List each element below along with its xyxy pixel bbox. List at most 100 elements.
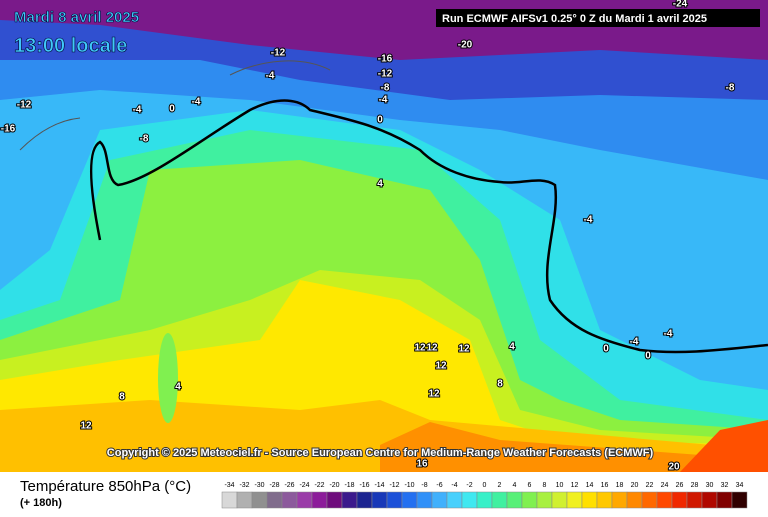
scale-label: 6 bbox=[528, 482, 532, 489]
scale-swatch bbox=[551, 491, 568, 509]
contour-labels: -20-24-12-4-16-12-8-40-12-16-4 0-4-8-84-4… bbox=[0, 0, 736, 474]
contour-label: -4 bbox=[630, 337, 639, 348]
scale-swatch bbox=[686, 491, 703, 509]
contour-label: -4 bbox=[192, 97, 201, 108]
scale-swatch bbox=[641, 491, 658, 509]
contour-label: -16 bbox=[1, 124, 16, 135]
scale-swatch bbox=[476, 491, 493, 509]
scale-label: -22 bbox=[314, 482, 324, 489]
contour-label: -16 bbox=[378, 54, 393, 65]
contour-label: 12 bbox=[435, 361, 447, 372]
scale-swatch bbox=[266, 491, 283, 509]
contour-label: 16 bbox=[416, 459, 428, 470]
scale-swatch bbox=[416, 491, 433, 509]
scale-label: -14 bbox=[374, 482, 384, 489]
contour-label: -20 bbox=[458, 40, 473, 51]
contour-label: -24 bbox=[673, 0, 688, 10]
contour-label: -4 bbox=[584, 215, 593, 226]
run-info: Run ECMWF AIFSv1 0.25° 0 Z du Mardi 1 av… bbox=[442, 13, 707, 25]
legend-subtitle: (+ 180h) bbox=[20, 497, 62, 509]
scale-swatch bbox=[521, 491, 538, 509]
contour-label: -8 bbox=[726, 83, 735, 94]
scale-swatch bbox=[251, 491, 268, 509]
scale-label: 14 bbox=[586, 482, 594, 489]
contour-label: 8 bbox=[497, 379, 503, 390]
contour-label: -4 bbox=[379, 95, 388, 106]
contour-label: -4 bbox=[664, 329, 673, 340]
scale-swatch bbox=[506, 491, 523, 509]
date: Mardi 8 avril 2025 bbox=[14, 9, 139, 26]
scale-label: 0 bbox=[483, 482, 487, 489]
contour-label: 12 bbox=[414, 343, 426, 354]
scale-label: -2 bbox=[466, 482, 472, 489]
scale-label: 16 bbox=[601, 482, 609, 489]
scale-swatch bbox=[701, 491, 718, 509]
scale-label: 20 bbox=[631, 482, 639, 489]
contour-label: -4 bbox=[133, 105, 142, 116]
scale-swatch bbox=[731, 491, 748, 509]
scale-label: -10 bbox=[404, 482, 414, 489]
scale-swatch bbox=[716, 491, 733, 509]
scale-label: 10 bbox=[556, 482, 564, 489]
scale-label: -24 bbox=[299, 482, 309, 489]
scale-swatch bbox=[221, 491, 238, 509]
contour-label: -12 bbox=[271, 48, 286, 59]
contour-label: -8 bbox=[140, 134, 149, 145]
contour-label: 12 bbox=[458, 344, 470, 355]
scale-swatch bbox=[581, 491, 598, 509]
scale-label: 34 bbox=[736, 482, 744, 489]
scale-swatch bbox=[461, 491, 478, 509]
scale-label: -6 bbox=[436, 482, 442, 489]
contour-label: -12 bbox=[17, 100, 32, 111]
scale-swatch bbox=[566, 491, 583, 509]
scale-swatch bbox=[431, 491, 448, 509]
scale-label: 24 bbox=[661, 482, 669, 489]
scale-label: -34 bbox=[224, 482, 234, 489]
contour-label: 20 bbox=[668, 462, 680, 473]
contour-label: -8 bbox=[381, 83, 390, 94]
scale-swatch bbox=[236, 491, 253, 509]
contour-label: -12 bbox=[378, 69, 393, 80]
contour-label: 8 bbox=[119, 392, 125, 403]
contour-label: 12 bbox=[80, 421, 92, 432]
scale-label: -16 bbox=[359, 482, 369, 489]
scale-swatch bbox=[281, 491, 298, 509]
contour-label: 0 bbox=[645, 351, 651, 362]
scale-label: 26 bbox=[676, 482, 684, 489]
scale-swatch bbox=[626, 491, 643, 509]
contour-label: 4 bbox=[175, 382, 181, 393]
scale-swatch bbox=[596, 491, 613, 509]
scale-swatch bbox=[446, 491, 463, 509]
scale-label: -30 bbox=[254, 482, 264, 489]
contour-label: 4 bbox=[377, 179, 383, 190]
scale-label: 8 bbox=[543, 482, 547, 489]
scale-swatch bbox=[356, 491, 373, 509]
scale-label: 4 bbox=[513, 482, 517, 489]
scale-label: 2 bbox=[498, 482, 502, 489]
scale-swatch bbox=[536, 491, 553, 509]
run-box bbox=[436, 9, 760, 27]
scale-label: -4 bbox=[451, 482, 457, 489]
contour-label: 0 bbox=[169, 104, 175, 115]
contour-label: 4 bbox=[509, 342, 515, 353]
copyright: Copyright © 2025 Meteociel.fr - Source E… bbox=[107, 447, 654, 459]
scale-label: 12 bbox=[571, 482, 579, 489]
scale-label: 32 bbox=[721, 482, 729, 489]
scale-label: 18 bbox=[616, 482, 624, 489]
scale-swatch bbox=[371, 491, 388, 509]
legend-title: Température 850hPa (°C) bbox=[20, 478, 191, 495]
scale-swatch bbox=[296, 491, 313, 509]
scale-label: -28 bbox=[269, 482, 279, 489]
scale-swatch bbox=[386, 491, 403, 509]
scale-label: -26 bbox=[284, 482, 294, 489]
scale-swatch bbox=[401, 491, 418, 509]
scale-label: -12 bbox=[389, 482, 399, 489]
contour-label: 0 bbox=[377, 115, 383, 126]
time: 13:00 locale bbox=[14, 35, 127, 57]
scale-label: -8 bbox=[421, 482, 427, 489]
color-scale: -34 -32 -30 -28 -26 -24 -22 -20 -18 -16 -14 -12 -10-… bbox=[221, 482, 748, 509]
contour-label: 0 bbox=[603, 344, 609, 355]
map-field bbox=[0, 0, 768, 472]
scale-swatch bbox=[341, 491, 358, 509]
